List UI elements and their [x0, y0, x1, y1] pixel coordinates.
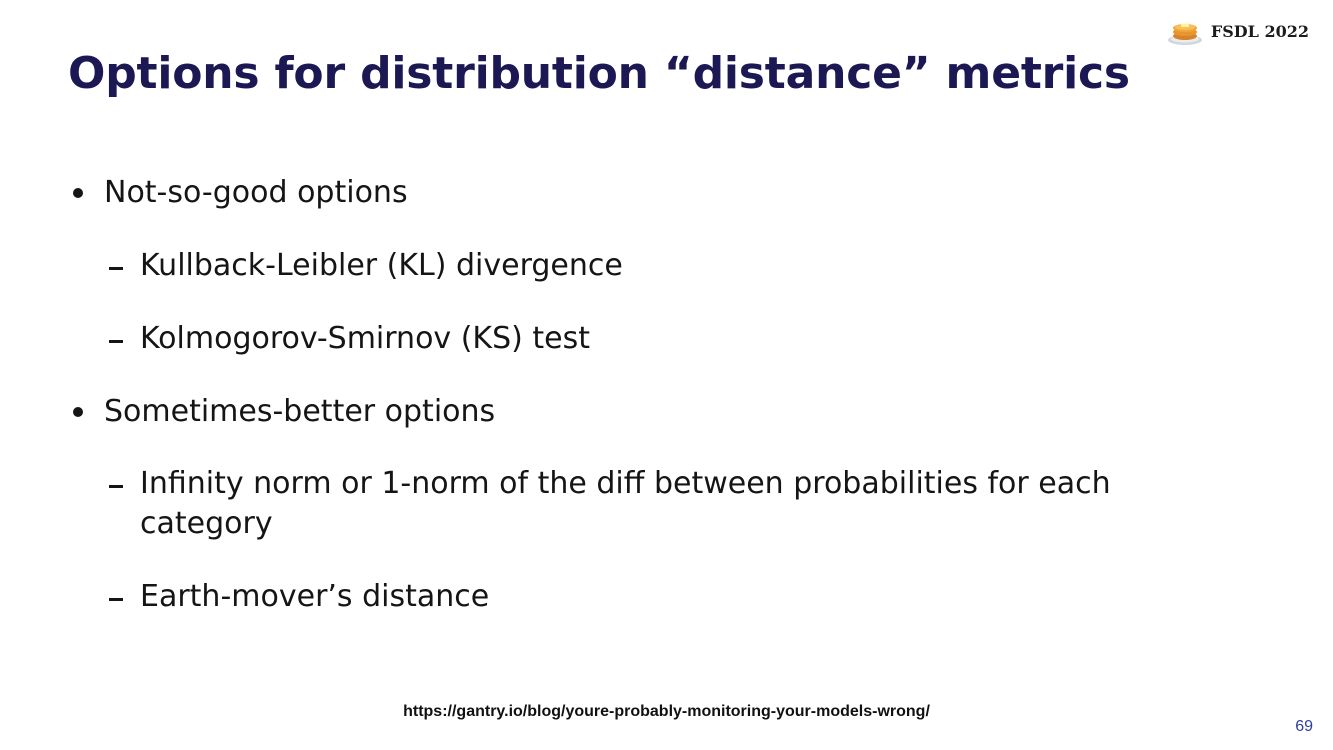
sub-bullet-dash [109, 340, 123, 343]
page-number: 69 [1295, 718, 1313, 735]
bullet-dot [73, 188, 83, 198]
brand: FSDL 2022 [1167, 16, 1309, 46]
sub-bullet-dash [109, 598, 123, 601]
bullet-item: Sometimes-better options [104, 394, 496, 429]
bullet-item: Not-so-good options [104, 175, 408, 210]
sub-bullet-item: Earth-mover’s distance [140, 579, 490, 614]
bullet-dot [73, 407, 83, 417]
slide-title: Options for distribution “distance” metr… [68, 48, 1130, 99]
sub-bullet-item: Kolmogorov-Smirnov (KS) test [140, 321, 590, 356]
sub-bullet-item: Infinity norm or 1-norm of the diff betw… [140, 466, 1111, 541]
sub-bullet-dash [109, 267, 123, 270]
brand-text: FSDL 2022 [1210, 21, 1309, 41]
sub-bullet-dash [109, 485, 123, 488]
pancakes-icon [1167, 22, 1202, 45]
sub-bullet-item: Kullback-Leibler (KL) divergence [140, 248, 623, 283]
source-link[interactable]: https://gantry.io/blog/youre-probably-mo… [403, 703, 930, 720]
